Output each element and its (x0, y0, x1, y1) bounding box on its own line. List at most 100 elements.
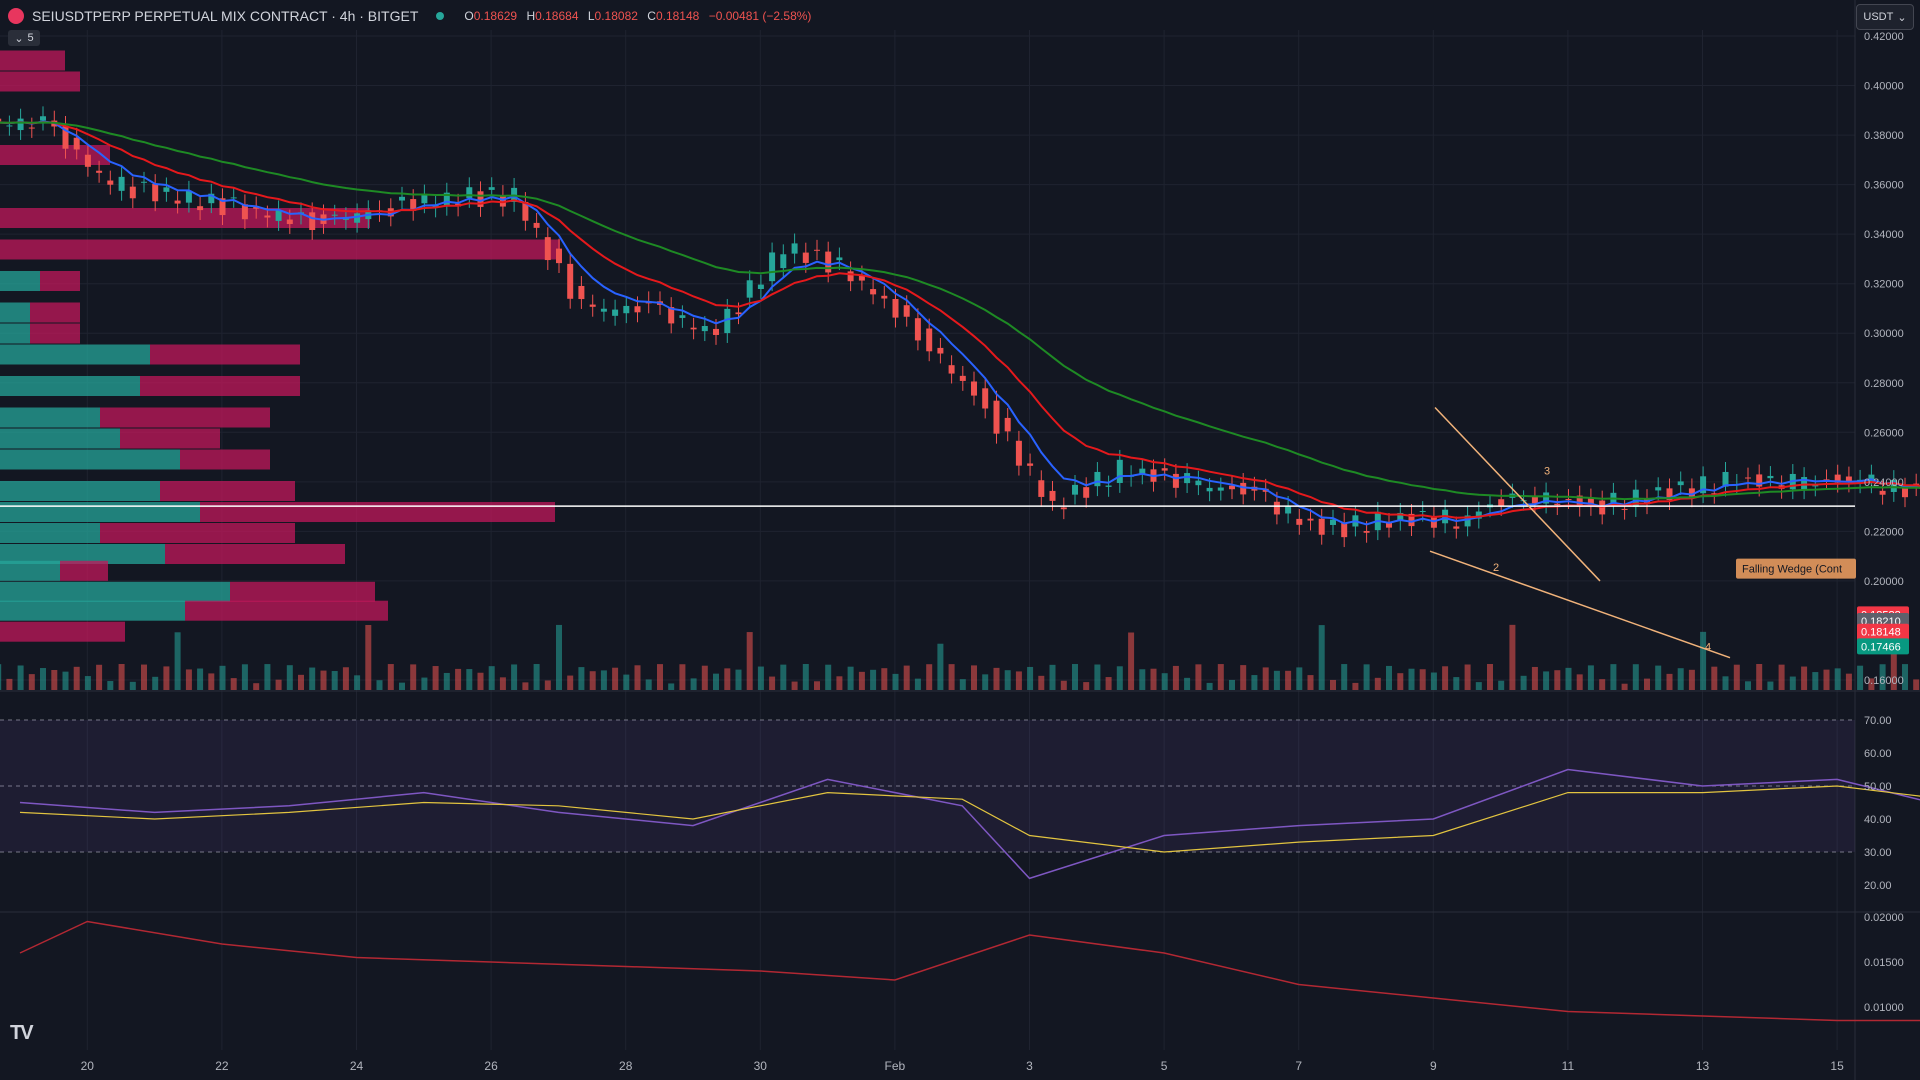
candle-body (1206, 487, 1213, 492)
rsi-tick-label: 60.00 (1864, 748, 1892, 760)
rsi-pane[interactable] (0, 713, 1920, 880)
candle-body (993, 400, 1000, 434)
ema-fast-line (0, 120, 1920, 526)
volume-bar (1442, 666, 1449, 690)
candle-body (477, 191, 484, 207)
candle-body (1397, 512, 1404, 521)
volume-bar (1049, 664, 1056, 690)
volume-bar (1801, 666, 1808, 690)
volume-bar (40, 668, 46, 690)
candle-body (668, 307, 675, 324)
candle-body (1285, 505, 1292, 514)
candle-body (1621, 508, 1628, 510)
volume-profile-down (120, 428, 220, 449)
volume-bar (1543, 671, 1550, 690)
candle-body (107, 180, 114, 185)
candle-body (264, 215, 271, 218)
candle-body (1027, 463, 1034, 466)
candle-body (567, 263, 574, 299)
volume-profile-down (0, 145, 110, 165)
candle-body (1296, 518, 1303, 525)
chevron-down-icon: ⌄ (1897, 11, 1907, 24)
price-tick-label: 0.40000 (1864, 81, 1904, 93)
volume-profile-up (0, 600, 185, 621)
volume-bar (298, 674, 304, 690)
volume-bar (690, 678, 697, 690)
candle-body (825, 251, 832, 273)
candle-body (724, 308, 731, 334)
candle-body (701, 325, 708, 332)
price-pane[interactable]: 2 3 4 Falling Wedge (Cont (0, 105, 1920, 659)
candle-body (488, 187, 495, 190)
time-tick-label: 26 (484, 1059, 498, 1073)
volume-bar (892, 673, 899, 690)
volume-bar (1700, 631, 1707, 690)
volatility-pane[interactable] (19, 920, 1920, 1026)
candle-body (1576, 495, 1583, 507)
volume-profile-down (0, 50, 65, 71)
time-tick-label: 20 (81, 1059, 95, 1073)
volume-profile-down (100, 523, 295, 543)
volume-bar (657, 664, 663, 690)
volume-bar (264, 664, 271, 690)
candle-body (858, 275, 865, 281)
currency-select[interactable]: USDT ⌄ (1856, 4, 1914, 30)
candle-body (836, 257, 843, 261)
volume-bar (724, 668, 731, 690)
volume-profile-down (160, 481, 295, 501)
candle-body (1408, 513, 1415, 527)
volume-bars (0, 624, 1920, 690)
volume-bar (1038, 675, 1045, 690)
candle-body (634, 306, 641, 313)
volume-bar (1374, 677, 1381, 690)
volume-bar (455, 668, 462, 690)
volume-bar (948, 664, 955, 690)
volume-bar (421, 677, 428, 690)
volume-bar (1632, 664, 1639, 690)
candle-body (443, 192, 450, 206)
volume-profile-up (0, 302, 30, 323)
candle-body (253, 206, 260, 209)
candle-body (208, 193, 215, 204)
volume-bar (1296, 667, 1303, 690)
candle-body (1116, 459, 1123, 483)
volume-bar (556, 624, 562, 690)
volume-bar (578, 667, 585, 690)
volume-profile-up (0, 344, 150, 365)
price-tick-label: 0.38000 (1864, 130, 1904, 142)
volume-bar (1262, 667, 1269, 690)
candle-body (28, 127, 35, 129)
candle-body (1531, 496, 1538, 504)
volume-bar (443, 672, 450, 690)
volume-bar (814, 681, 820, 690)
time-tick-label: 22 (215, 1059, 229, 1073)
market-open-icon (436, 12, 445, 20)
volume-bar (544, 680, 551, 690)
price-axis-label-bg (1857, 638, 1909, 655)
candle-body (578, 285, 585, 300)
wedge-point-label: 2 (1493, 562, 1499, 574)
time-tick-label: Feb (885, 1059, 906, 1073)
candle-body (914, 318, 921, 341)
candle-body (1004, 417, 1011, 432)
time-tick-label: 15 (1830, 1059, 1844, 1073)
symbol-title[interactable]: SEIUSDTPERP PERPETUAL MIX CONTRACT · 4h … (32, 8, 419, 24)
candle-body (1240, 482, 1247, 495)
volume-bar (1902, 664, 1908, 690)
candle-body (1890, 480, 1897, 492)
candle-body (73, 137, 80, 150)
rsi-tick-label: 40.00 (1864, 814, 1892, 826)
volume-bar (802, 664, 809, 690)
volume-profile-up (0, 376, 140, 396)
volume-profile-down (140, 376, 300, 396)
volume-bar (1789, 676, 1796, 690)
price-axis-label: 0.18148 (1861, 627, 1901, 639)
price-tick-label: 0.28000 (1864, 378, 1904, 390)
volume-profile-down (0, 239, 560, 260)
volume-profile-down (230, 581, 375, 602)
volume-bar (937, 643, 944, 690)
volume-bar (1644, 678, 1650, 690)
candle-body (757, 284, 764, 289)
indicators-toggle-button[interactable]: ⌄ 5 (8, 30, 40, 46)
